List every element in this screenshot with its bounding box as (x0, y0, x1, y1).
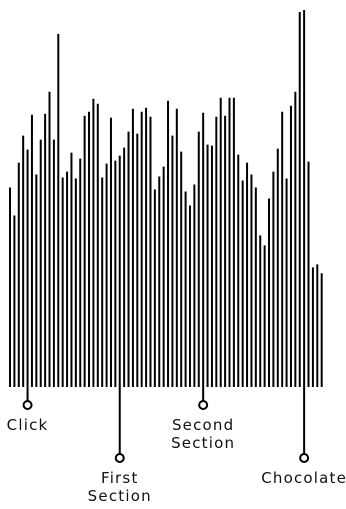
annotation-label-1-line-0: First (101, 469, 139, 487)
annotation-dot-0 (22, 400, 33, 410)
annotation-label-2-line-0: Second (172, 416, 234, 434)
annotation-dot-3 (299, 453, 310, 463)
annotation-dot-2 (198, 400, 209, 410)
annotation-label-2-line-1: Section (171, 434, 235, 452)
annotation-0: Click (7, 387, 49, 434)
annotation-label-1-line-1: Section (88, 487, 152, 505)
annotation-3: Chocolate (261, 387, 346, 487)
annotation-label-0: Click (7, 416, 49, 434)
annotation-label-3: Chocolate (261, 469, 346, 487)
bars-layer (9, 9, 323, 387)
annotation-dot-1 (114, 453, 125, 463)
